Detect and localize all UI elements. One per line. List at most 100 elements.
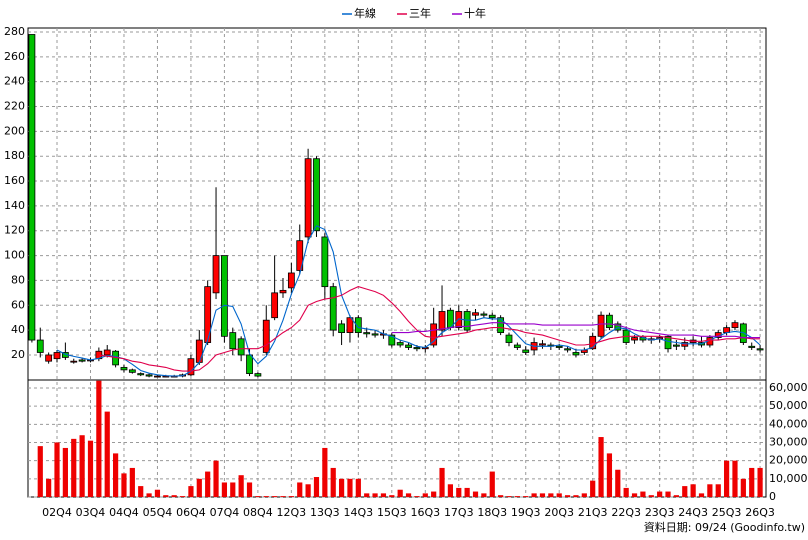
volume-bar — [372, 493, 378, 497]
candle-body — [313, 158, 320, 232]
volume-bar — [288, 496, 294, 497]
volume-bar — [414, 496, 420, 497]
candle-body — [187, 358, 195, 376]
y-tick-label: 40 — [11, 323, 25, 336]
candle-body — [212, 255, 220, 294]
volume-bar — [690, 484, 696, 497]
candle-body — [488, 314, 496, 319]
volume-bar — [698, 493, 705, 497]
volume-bar — [297, 482, 303, 497]
ma-line — [56, 225, 761, 377]
candle-body — [505, 334, 513, 343]
volume-bar — [104, 411, 110, 497]
volume-bar — [539, 493, 546, 497]
x-tick-label: 05Q4 — [143, 506, 173, 519]
volume-bar — [188, 486, 194, 497]
candle-body — [371, 333, 379, 336]
volume-bar — [96, 380, 102, 497]
candle-body — [388, 334, 396, 346]
volume-bar — [364, 493, 370, 497]
volume-bar — [422, 493, 428, 497]
volume-bar — [631, 493, 638, 497]
candle-body — [304, 158, 312, 238]
x-tick-label: 02Q4 — [42, 506, 72, 519]
volume-bar — [213, 460, 219, 497]
legend-label: 十年 — [464, 6, 486, 20]
volume-bar — [405, 493, 412, 497]
source-note: 資料日期: 09/24 (Goodinfo.tw) — [644, 520, 805, 534]
x-tick-label: 15Q3 — [377, 506, 407, 519]
candle-body — [53, 352, 61, 360]
volume-bar — [196, 478, 202, 497]
y-tick-label: 260 — [4, 50, 25, 63]
candle-body — [430, 323, 438, 346]
x-tick-label: 26Q3 — [745, 506, 775, 519]
volume-bar — [230, 482, 236, 497]
volume-bar — [205, 471, 211, 497]
candle-body — [522, 349, 530, 353]
candle-body — [731, 322, 739, 329]
ma-line — [391, 322, 761, 339]
volume-bar — [71, 438, 77, 497]
volume-bar — [380, 493, 387, 497]
candle-body — [321, 236, 329, 288]
x-tick-label: 06Q4 — [176, 506, 206, 519]
candle-body — [137, 373, 145, 376]
candle-body — [221, 255, 228, 337]
volume-bar — [431, 491, 437, 497]
volume-bar — [623, 487, 629, 497]
candle-body — [672, 344, 680, 347]
volume-bar — [163, 495, 169, 497]
candle-body — [405, 344, 412, 348]
y2-tick-label: 60,000 — [769, 381, 808, 394]
x-tick-label: 17Q3 — [444, 506, 474, 519]
volume-bar — [673, 495, 679, 497]
volume-bar — [740, 478, 746, 497]
candle-body — [756, 348, 764, 351]
y2-tick-label: 40,000 — [769, 417, 808, 430]
y2-tick-label: 10,000 — [769, 472, 808, 485]
candle-body — [497, 317, 505, 333]
volume-bar — [171, 495, 177, 497]
y-tick-label: 140 — [4, 199, 25, 212]
x-tick-label: 13Q3 — [310, 506, 340, 519]
x-tick-label: 23Q3 — [645, 506, 675, 519]
volume-bar — [397, 489, 403, 497]
volume-bar — [447, 484, 453, 497]
volume-bar — [46, 478, 52, 497]
y-tick-label: 240 — [4, 75, 25, 88]
volume-bar — [665, 491, 671, 497]
candle-body — [539, 343, 546, 346]
volume-bar — [280, 496, 286, 497]
volume-bar — [272, 496, 278, 497]
volume-bar — [146, 493, 152, 497]
x-tick-label: 07Q4 — [210, 506, 240, 519]
volume-bar — [263, 496, 269, 497]
volume-bar — [581, 493, 587, 497]
volume-bar — [79, 435, 85, 497]
y2-tick-label: 20,000 — [769, 454, 808, 467]
candle-body — [154, 375, 161, 378]
x-tick-label: 18Q3 — [477, 506, 507, 519]
volume-bar — [330, 467, 336, 497]
ma-line — [98, 286, 761, 372]
candle-body — [413, 347, 421, 350]
x-tick-label: 08Q4 — [243, 506, 273, 519]
volume-bar — [489, 471, 495, 497]
volume-bar — [548, 493, 554, 497]
candle-body — [271, 292, 279, 319]
candle-body — [128, 369, 136, 373]
y-tick-label: 220 — [4, 100, 25, 113]
volume-bar — [523, 496, 529, 497]
y-tick-label: 20 — [11, 348, 25, 361]
volume-bar — [481, 493, 487, 497]
candle-body — [513, 344, 521, 348]
volume-bar — [564, 495, 571, 497]
candle-body — [480, 313, 488, 316]
x-tick-label: 20Q3 — [544, 506, 574, 519]
candle-body — [120, 366, 128, 371]
volume-bar — [355, 478, 361, 497]
volume-bar — [757, 467, 763, 497]
x-tick-label: 16Q3 — [410, 506, 440, 519]
